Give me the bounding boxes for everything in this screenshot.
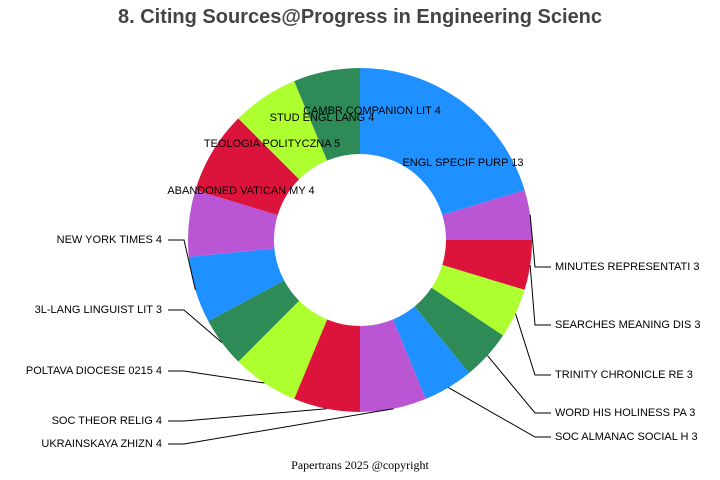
slice-label: STUD ENGL LANG 4 bbox=[270, 112, 375, 124]
slice-label: SOC THEOR RELIG 4 bbox=[52, 415, 162, 427]
donut-slice bbox=[294, 68, 360, 161]
label-leader-line bbox=[529, 265, 551, 326]
donut-slice bbox=[360, 68, 525, 216]
slice-label: ENGL SPECIF PURP 13 bbox=[402, 157, 523, 169]
label-leader-line bbox=[168, 239, 196, 291]
label-leader-line bbox=[487, 355, 551, 414]
donut-slice bbox=[442, 240, 532, 290]
slice-label: POLTAVA DIOCESE 0215 4 bbox=[26, 365, 162, 377]
copyright-footer: Papertrans 2025 @copyright bbox=[291, 458, 429, 472]
slice-label: CAMBR COMPANION LIT 4 bbox=[303, 105, 441, 117]
label-leader-line bbox=[168, 408, 327, 422]
donut-slice bbox=[238, 81, 328, 180]
slice-label: 3L-LANG LINGUIST LIT 3 bbox=[35, 304, 162, 316]
slice-label: TRINITY CHRONICLE RE 3 bbox=[555, 369, 693, 381]
slice-label: UKRAINSKAYA ZHIZN 4 bbox=[41, 438, 162, 450]
donut-slice bbox=[195, 118, 300, 216]
donut-slice bbox=[188, 190, 278, 257]
donut-slice bbox=[442, 190, 532, 240]
label-leader-line bbox=[168, 309, 223, 343]
label-leader-line bbox=[168, 370, 265, 384]
slice-label: SOC ALMANAC SOCIAL H 3 bbox=[555, 431, 698, 443]
chart-title: 8. Citing Sources@Progress in Engineerin… bbox=[117, 6, 603, 28]
donut-slice bbox=[188, 248, 285, 322]
slice-label: NEW YORK TIMES 4 bbox=[57, 234, 162, 246]
slice-label: WORD HIS HOLINESS PA 3 bbox=[555, 407, 695, 419]
label-leader-line bbox=[168, 408, 394, 445]
donut-slice bbox=[360, 319, 426, 412]
label-leader-line bbox=[448, 387, 551, 438]
slice-label: SEARCHES MEANING DIS 3 bbox=[555, 319, 700, 331]
slice-label: MINUTES REPRESENTATI 3 bbox=[555, 261, 699, 273]
label-leader-line bbox=[529, 214, 551, 268]
label-leader-line bbox=[515, 313, 551, 376]
slice-label: ABANDONED VATICAN MY 4 bbox=[167, 185, 314, 197]
donut-slice bbox=[392, 306, 470, 399]
donut-slice bbox=[431, 264, 525, 336]
donut-slice bbox=[414, 287, 504, 373]
donut-slice bbox=[294, 319, 360, 412]
slice-label: TEOLOGIA POLITYCZNA 5 bbox=[204, 138, 340, 150]
donut-slice bbox=[208, 280, 300, 362]
donut-slice bbox=[238, 300, 328, 399]
